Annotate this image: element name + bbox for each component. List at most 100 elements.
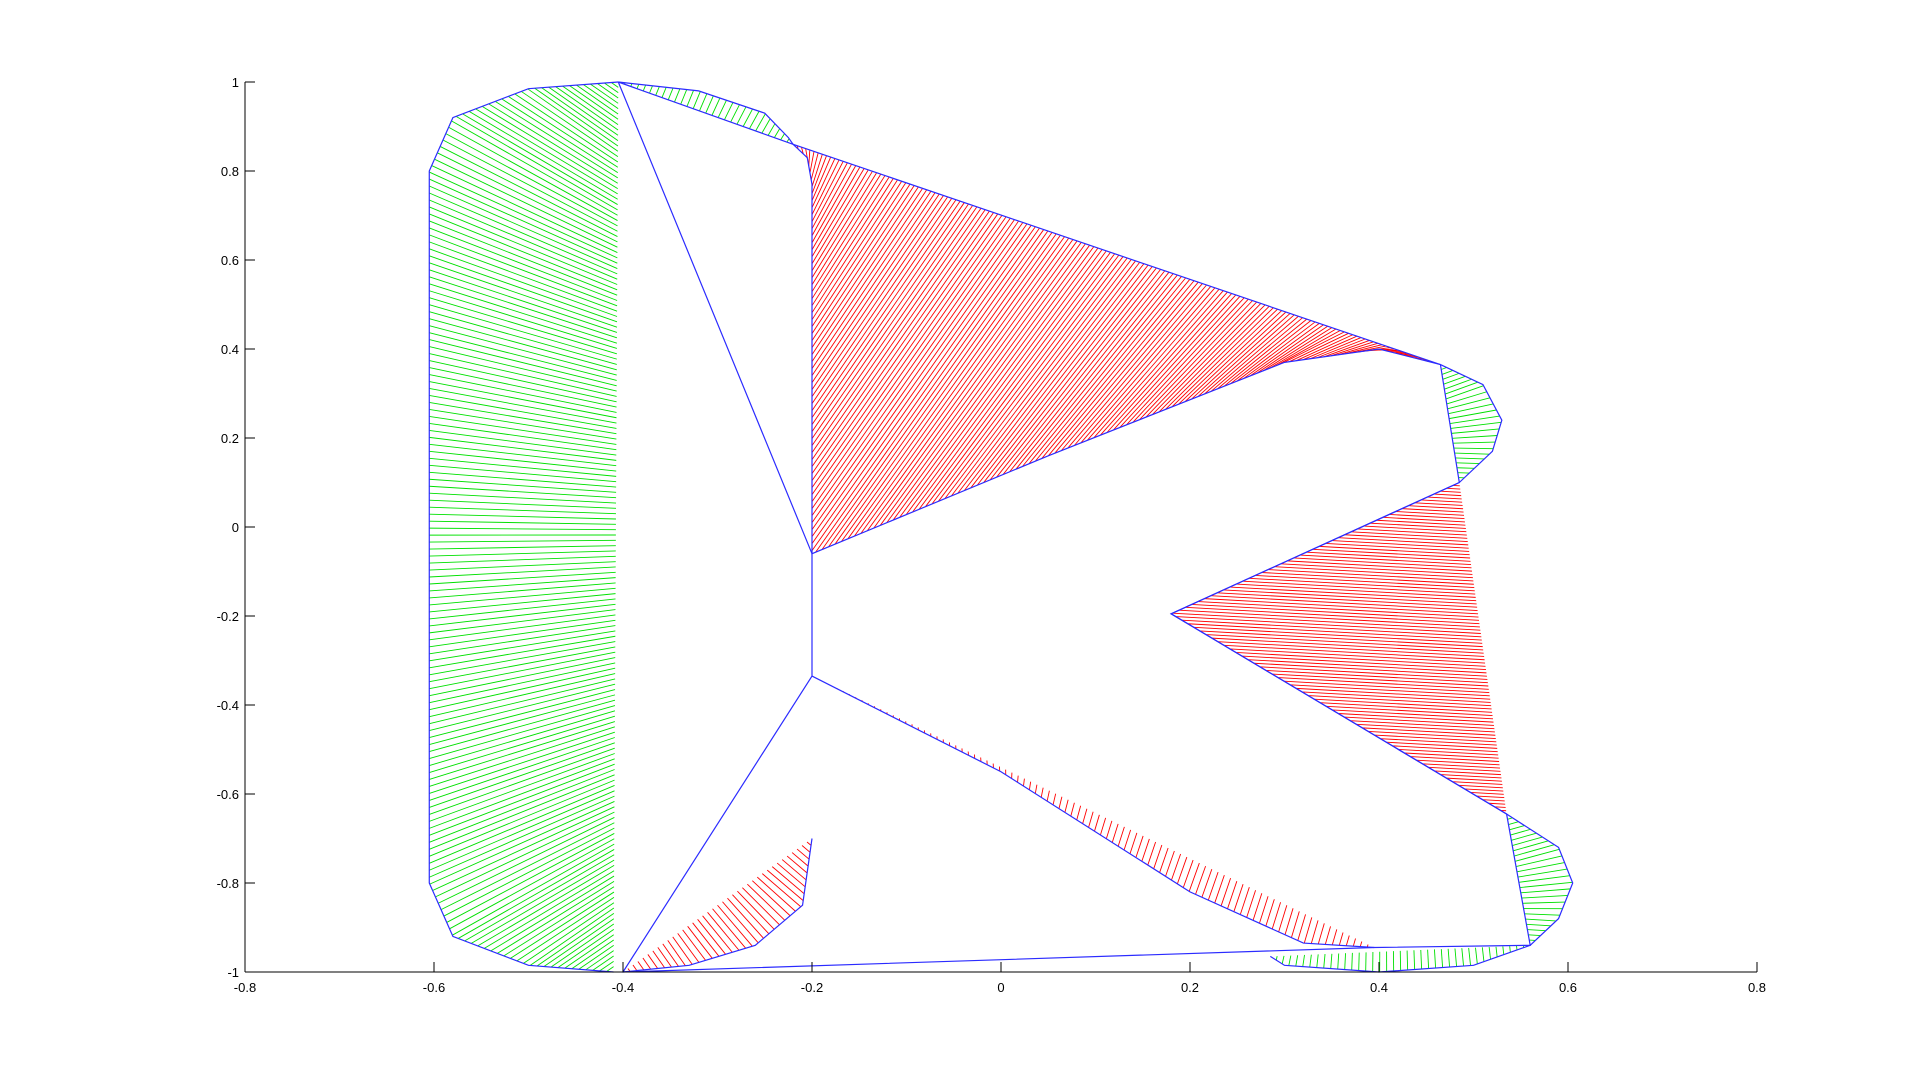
convex-hatch-line (1330, 953, 1333, 969)
concave-hatch-line (1076, 805, 1082, 821)
concave-hatch-line (1404, 752, 1499, 759)
concave-hatch-line (1350, 720, 1495, 730)
concave-hatch-line (1337, 342, 1378, 356)
concave-hatch-line (811, 196, 948, 397)
concave-hatch-line (1376, 519, 1466, 526)
concave-hatch-line (1028, 781, 1032, 790)
concave-hatch-line (1058, 796, 1063, 809)
convex-hatch-line (429, 694, 616, 746)
concave-hatch-line (1129, 832, 1138, 854)
concave-hatch-line (1229, 648, 1486, 664)
concave-hatch-line (1188, 862, 1200, 892)
convex-hatch-line (464, 854, 615, 942)
convex-hatch-line (1443, 375, 1466, 385)
convex-hatch-line (429, 657, 616, 697)
convex-hatch-line (435, 811, 615, 898)
concave-hatch-line (809, 151, 815, 174)
convex-hatch-line (1451, 428, 1500, 434)
convex-hatch-line (429, 539, 616, 543)
convex-hatch-line (1323, 954, 1326, 969)
convex-hatch-line (429, 178, 618, 264)
concave-hatch-line (1165, 305, 1270, 410)
concave-hatch-line (1249, 324, 1324, 377)
concave-hatch-line (1284, 680, 1490, 694)
concave-hatch-line (1172, 612, 1481, 631)
convex-hatch-line (429, 715, 616, 773)
convex-hatch-line (1447, 397, 1491, 410)
convex-hatch-line (786, 138, 790, 143)
concave-hatch-line (1389, 513, 1465, 520)
concave-hatch-line (1243, 322, 1320, 379)
concave-hatch-line (1289, 332, 1349, 363)
convex-hatch-line (429, 555, 616, 564)
concave-hatch-line (1317, 923, 1325, 945)
convex-hatch-line (1316, 954, 1319, 968)
convex-hatch-line (429, 721, 616, 780)
x-tick-label: -0.6 (423, 980, 445, 995)
convex-hatch-line (429, 513, 616, 520)
convex-region-3-curve (1506, 813, 1574, 946)
convex-hatch-line (1456, 462, 1480, 465)
concave-hatch-line (1070, 802, 1075, 817)
x-tick-label: 0.8 (1748, 980, 1766, 995)
y-tick-label: -0.8 (217, 876, 239, 891)
convex-hatch-line (761, 118, 771, 134)
concave-hatch-line (1060, 283, 1203, 451)
convex-hatch-line (429, 478, 617, 493)
convex-hatch-line (1456, 467, 1475, 469)
concave-hatch-line (1099, 817, 1107, 836)
concave-hatch-line (879, 243, 1086, 526)
concave-hatch-line (1152, 303, 1262, 415)
convex-hatch-line (429, 499, 617, 509)
convex-hatch-line (440, 822, 615, 911)
concave-hatch-line (1274, 566, 1473, 579)
convex-hatch-line (1295, 955, 1299, 967)
concave-hatch-line (1054, 281, 1199, 454)
concave-hatch-line (1239, 887, 1250, 915)
concave-hatch-line (1259, 896, 1269, 924)
convex-hatch-line (1515, 855, 1563, 867)
concave-hatch-line (1009, 271, 1170, 473)
concave-hatch-line (1296, 687, 1491, 700)
concave-hatch-line (776, 862, 806, 888)
x-ticks: -0.8 -0.6 -0.4 -0.2 0 0.2 0.4 0.6 0.8 (234, 962, 1766, 995)
concave-hatch-line (1332, 709, 1494, 720)
convex-hatch-line (446, 833, 615, 923)
convex-hatch-line (429, 485, 617, 499)
concave-hatch-line (1123, 829, 1132, 851)
convex-hatch-line (1508, 821, 1519, 825)
convex-hatch-line (429, 429, 617, 456)
concave-region-2-curve (811, 675, 1375, 949)
concave-hatch-line (737, 890, 775, 930)
concave-hatch-line (682, 929, 706, 961)
concave-hatch-line (811, 199, 957, 411)
convex-hatch-line (432, 806, 615, 891)
concave-hatch-line (1319, 545, 1470, 556)
convex-hatch-line (429, 332, 617, 381)
concave-hatch-line (811, 168, 865, 257)
convex-hatch-line (429, 571, 616, 585)
concave-hatch-line (1410, 756, 1500, 762)
convex-hatch-line (1445, 385, 1484, 400)
x-tick-label: -0.8 (234, 980, 256, 995)
concave-hatch-line (1297, 914, 1306, 941)
convex-hatch-line (488, 103, 618, 184)
y-tick-label: 0.4 (221, 342, 239, 357)
convex-hatch-line (1440, 949, 1444, 968)
y-tick-label: -1 (227, 965, 239, 980)
convex-hatch-line (429, 220, 618, 296)
concave-hatch-line (1362, 727, 1496, 736)
concave-hatch-line (632, 964, 638, 971)
concave-hatch-line (1290, 684, 1490, 697)
concave-hatch-line (1338, 713, 1494, 723)
convex-hatch-line (429, 450, 617, 472)
convex-hatch-line (429, 753, 615, 822)
concave-hatch-line (1178, 308, 1278, 405)
convex-hatch-line (1507, 817, 1513, 820)
concave-hatch-line (976, 264, 1149, 486)
concave-hatch-line (1191, 603, 1479, 621)
concave-hatch-line (1182, 859, 1194, 888)
convex-hatch-line (1288, 955, 1292, 966)
x-tick-label: -0.2 (801, 980, 823, 995)
concave-hatch-line (1416, 759, 1500, 766)
